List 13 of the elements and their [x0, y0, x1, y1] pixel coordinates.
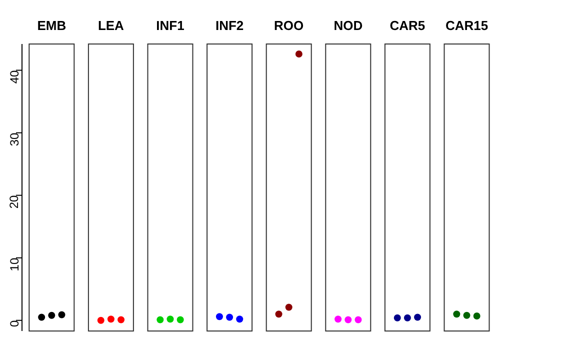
x-tick-label: CAR15: [445, 18, 488, 33]
x-tick-label: LEA: [98, 18, 125, 33]
y-tick-label: 40: [7, 70, 22, 84]
y-tick-label: 10: [7, 258, 22, 272]
x-tick-label: INF2: [215, 18, 244, 33]
x-tick-label: NOD: [334, 18, 363, 33]
x-tick-label: INF1: [156, 18, 184, 33]
y-tick-label: 0: [7, 320, 22, 328]
y-tick-label: 20: [7, 195, 22, 209]
x-tick-label: ROO: [274, 18, 304, 33]
y-tick-label: 30: [7, 132, 22, 146]
x-tick-label: CAR5: [390, 18, 426, 33]
x-tick-label: EMB: [37, 18, 66, 33]
